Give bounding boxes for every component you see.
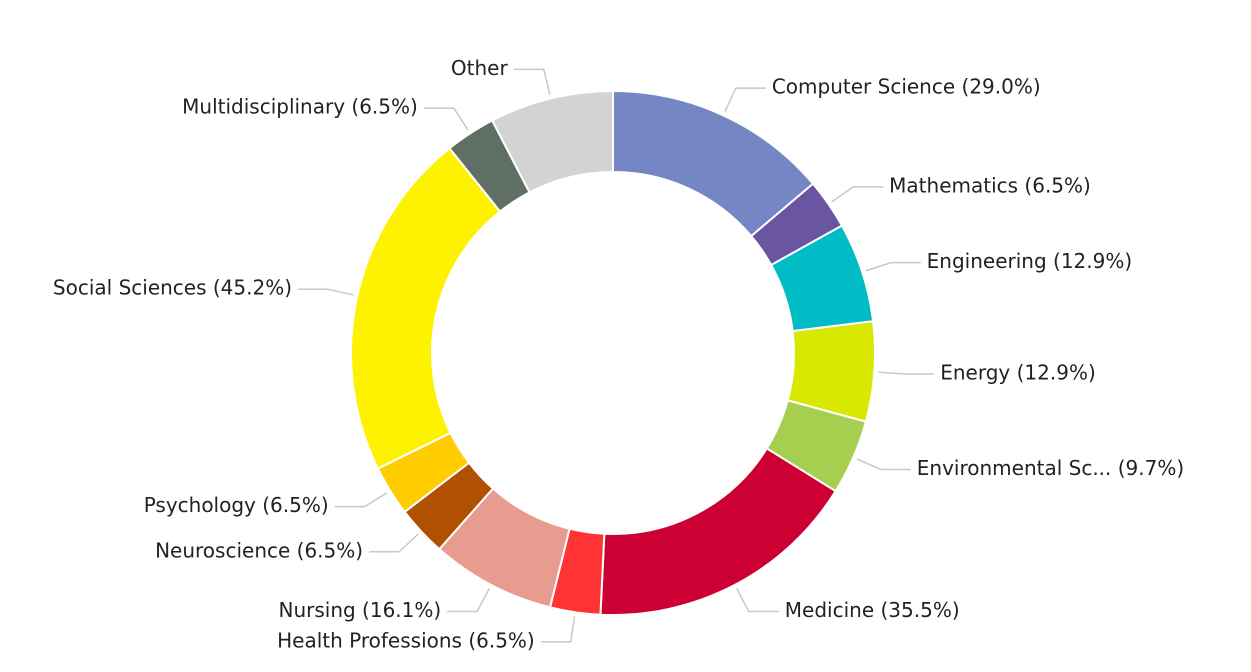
leader-line	[447, 588, 490, 613]
slice	[599, 447, 837, 616]
leader-line	[736, 588, 779, 613]
slice-label: Social Sciences (45.2%)	[53, 276, 292, 300]
leader-line	[878, 371, 935, 375]
leader-line	[369, 533, 419, 553]
slice-label: Mathematics (6.5%)	[889, 173, 1091, 197]
slice-label: Medicine (35.5%)	[785, 598, 960, 622]
slice-label: Psychology (6.5%)	[144, 493, 329, 517]
slice-label: Nursing (16.1%)	[278, 598, 441, 622]
slice-label: Energy (12.9%)	[940, 360, 1096, 384]
leader-line	[334, 492, 388, 508]
leader-line	[865, 261, 921, 272]
slice-label: Engineering (12.9%)	[927, 249, 1132, 273]
leader-line	[856, 458, 911, 471]
slice	[350, 146, 502, 470]
leader-line	[423, 107, 469, 131]
leader-line	[724, 87, 766, 113]
leader-line	[298, 288, 354, 296]
slice-label: Neuroscience (6.5%)	[155, 538, 363, 562]
slice-label: Other	[451, 56, 509, 80]
leader-line	[831, 186, 884, 203]
slice-label: Health Professions (6.5%)	[277, 628, 535, 652]
slice-label: Multidisciplinary (6.5%)	[182, 95, 418, 119]
leader-line	[540, 616, 576, 643]
slice-label: Environmental Sc... (9.7%)	[917, 456, 1184, 480]
leader-line	[513, 68, 551, 95]
slice	[490, 89, 614, 194]
slice-label: Computer Science (29.0%)	[772, 75, 1041, 99]
